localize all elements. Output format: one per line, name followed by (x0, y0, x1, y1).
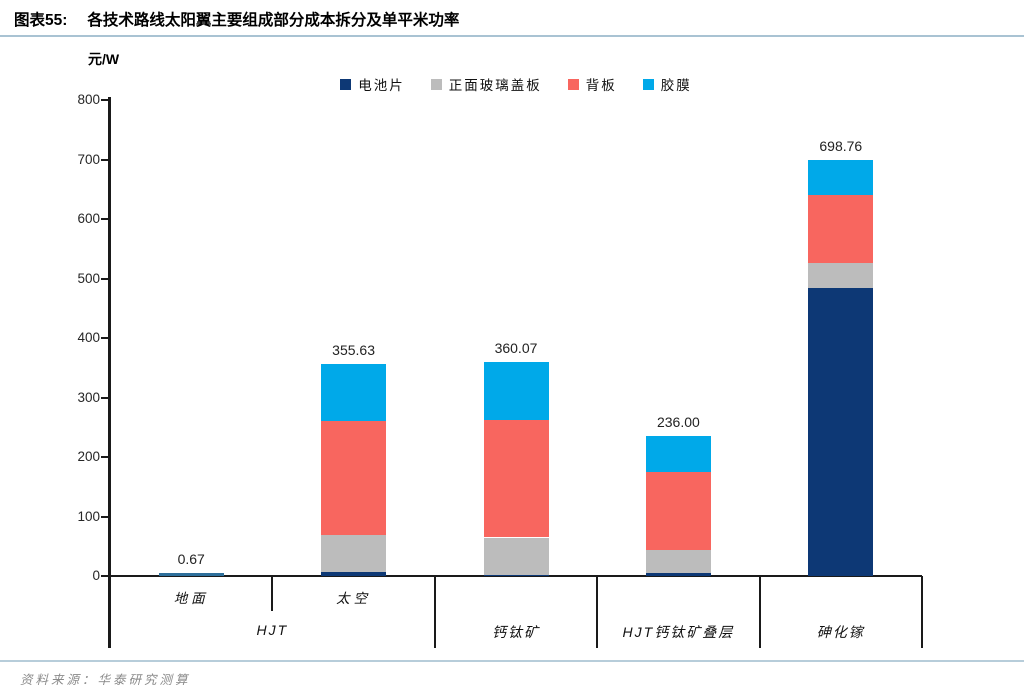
legend-swatch-icon (567, 78, 579, 90)
legend-swatch-icon (340, 78, 352, 90)
y-axis-label: 800 (77, 92, 100, 107)
legend-label: 背板 (585, 78, 617, 93)
y-axis-tick (101, 575, 108, 577)
y-axis-label: 0 (92, 568, 100, 583)
source-note: 资料来源：华泰研究测算 (20, 669, 191, 688)
bar-value-label: 236.00 (656, 413, 700, 430)
x-axis-group-label: 钙钛矿 (492, 624, 540, 640)
y-axis-label: 700 (77, 151, 100, 167)
y-axis-line (108, 97, 111, 648)
y-axis-label: 500 (77, 270, 100, 286)
bar-segment (645, 573, 711, 576)
bar-thin-line (158, 573, 224, 576)
bar-segment (321, 420, 387, 536)
y-axis-tick (101, 99, 108, 101)
legend-label: 电池片 (358, 78, 405, 93)
x-axis-sublabel: 太空 (336, 591, 372, 606)
bar-segment (808, 194, 874, 264)
y-axis-tick (101, 396, 108, 399)
x-axis-group-divider (596, 576, 599, 648)
legend-item: 背板 (567, 74, 617, 94)
bar-segment (645, 435, 711, 473)
bar-segment (483, 574, 549, 576)
figure-title-row: 图表55: 各技术路线太阳翼主要组成部分成本拆分及单平米功率 (14, 8, 459, 30)
bar-value-label: 355.63 (332, 342, 375, 359)
footer-divider (0, 660, 1024, 662)
y-axis-label: 300 (77, 389, 100, 405)
y-axis-tick (101, 158, 108, 161)
chart-legend: 电池片 正面玻璃盖板 背板 胶膜 (110, 74, 922, 94)
source-text: 华泰研究测算 (97, 673, 191, 687)
legend-swatch-icon (430, 78, 442, 90)
bar-segment (321, 364, 387, 421)
bar-segment (645, 550, 711, 574)
x-axis-group-divider (433, 576, 436, 648)
legend-label: 胶膜 (660, 78, 692, 93)
x-axis-group-divider (758, 576, 761, 648)
x-axis-group-label: HJT (256, 622, 289, 638)
y-axis-tick (101, 456, 108, 458)
bar-segment (483, 420, 549, 538)
legend-swatch-icon (642, 78, 654, 90)
y-axis-tick (101, 277, 108, 280)
source-label: 资料来源： (20, 673, 98, 687)
bar-segment (808, 160, 874, 195)
y-axis-label: 100 (77, 508, 100, 524)
bar-segment (808, 288, 874, 576)
legend-item: 正面玻璃盖板 (430, 74, 542, 94)
x-axis-group-label: 砷化镓 (816, 624, 865, 640)
legend-item: 胶膜 (642, 74, 692, 94)
bar-segment (321, 571, 387, 576)
y-axis-label: 400 (77, 330, 100, 345)
x-axis-group-divider (921, 576, 923, 648)
bar-segment (808, 263, 874, 289)
legend-label: 正面玻璃盖板 (448, 78, 542, 93)
x-axis-subdivider (271, 576, 274, 611)
figure-title: 各技术路线太阳翼主要组成部分成本拆分及单平米功率 (87, 12, 460, 29)
x-axis-sublabel: 地面 (173, 591, 209, 606)
bar-segment (483, 537, 549, 575)
x-axis-group-label: HJT钙钛矿叠层 (622, 624, 735, 640)
figure-number-label: 图表55: (14, 12, 68, 29)
bar-value-label: 0.67 (177, 551, 205, 567)
bar-value-label: 698.76 (819, 138, 863, 155)
y-axis-tick (101, 337, 108, 339)
y-axis-unit-label: 元/W (88, 51, 120, 67)
bar-segment (483, 361, 549, 421)
legend-item: 电池片 (340, 74, 405, 94)
y-axis-label: 200 (77, 449, 100, 464)
bar-segment (645, 472, 711, 551)
y-axis-tick (101, 218, 108, 220)
y-axis-tick (101, 515, 108, 518)
bar-segment (321, 535, 387, 572)
figure-header: 图表55: 各技术路线太阳翼主要组成部分成本拆分及单平米功率 (0, 0, 1024, 37)
y-axis-label: 600 (77, 211, 100, 226)
bar-value-label: 360.07 (494, 339, 538, 356)
